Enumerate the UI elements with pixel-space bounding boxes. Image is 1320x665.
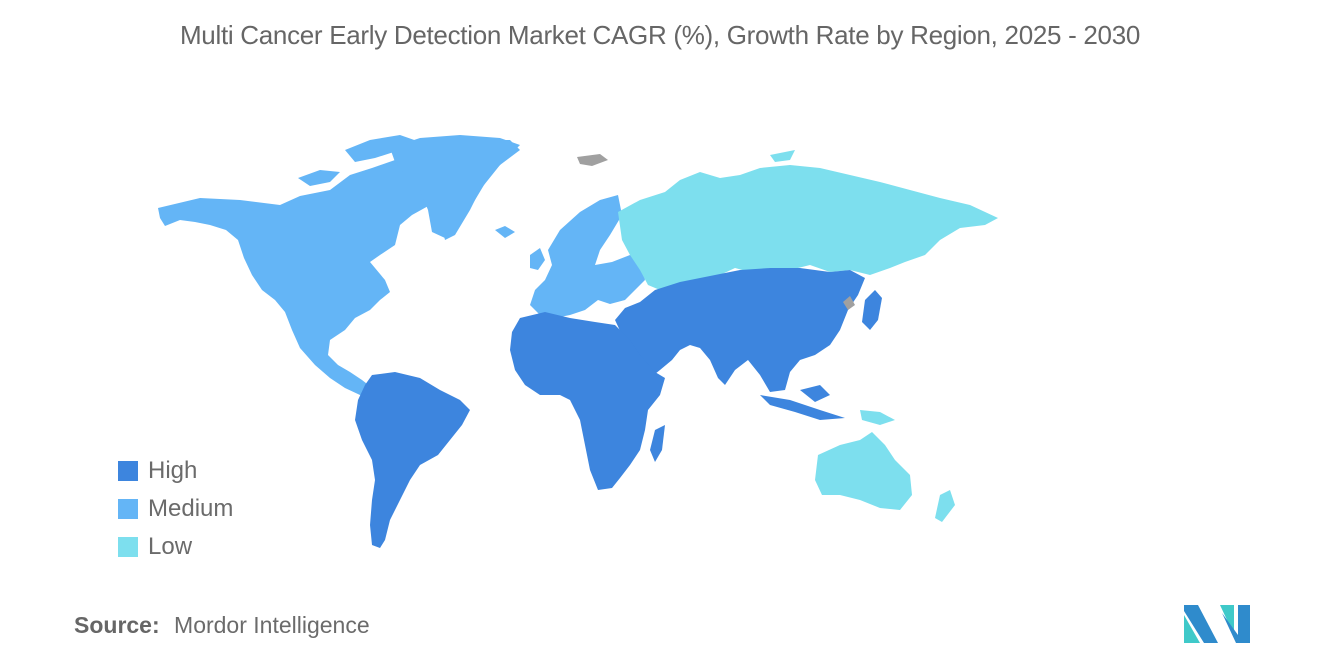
region-greenland (390, 135, 520, 238)
source-label: Source: (74, 612, 160, 638)
legend-item-low: Low (118, 528, 233, 566)
legend-label-low: Low (148, 533, 193, 560)
region-asia (615, 268, 882, 420)
region-no-data (577, 154, 855, 310)
legend-swatch-high (118, 461, 138, 481)
region-south-america (355, 372, 470, 548)
region-australia (815, 410, 955, 522)
region-africa (510, 312, 665, 490)
region-north-america (158, 135, 520, 402)
legend-label-high: High (148, 457, 198, 484)
mordor-intelligence-logo (1184, 605, 1250, 643)
legend-swatch-low (118, 537, 138, 557)
region-europe (530, 195, 645, 318)
source-line: Source: Mordor Intelligence (74, 612, 370, 639)
legend: High Medium Low (118, 452, 233, 566)
legend-swatch-medium (118, 499, 138, 519)
chart-title: Multi Cancer Early Detection Market CAGR… (179, 20, 1141, 50)
region-russia (618, 150, 998, 290)
legend-item-high: High (118, 452, 233, 490)
source-value: Mordor Intelligence (174, 612, 370, 638)
legend-item-medium: Medium (118, 490, 233, 528)
legend-label-medium: Medium (148, 495, 234, 522)
